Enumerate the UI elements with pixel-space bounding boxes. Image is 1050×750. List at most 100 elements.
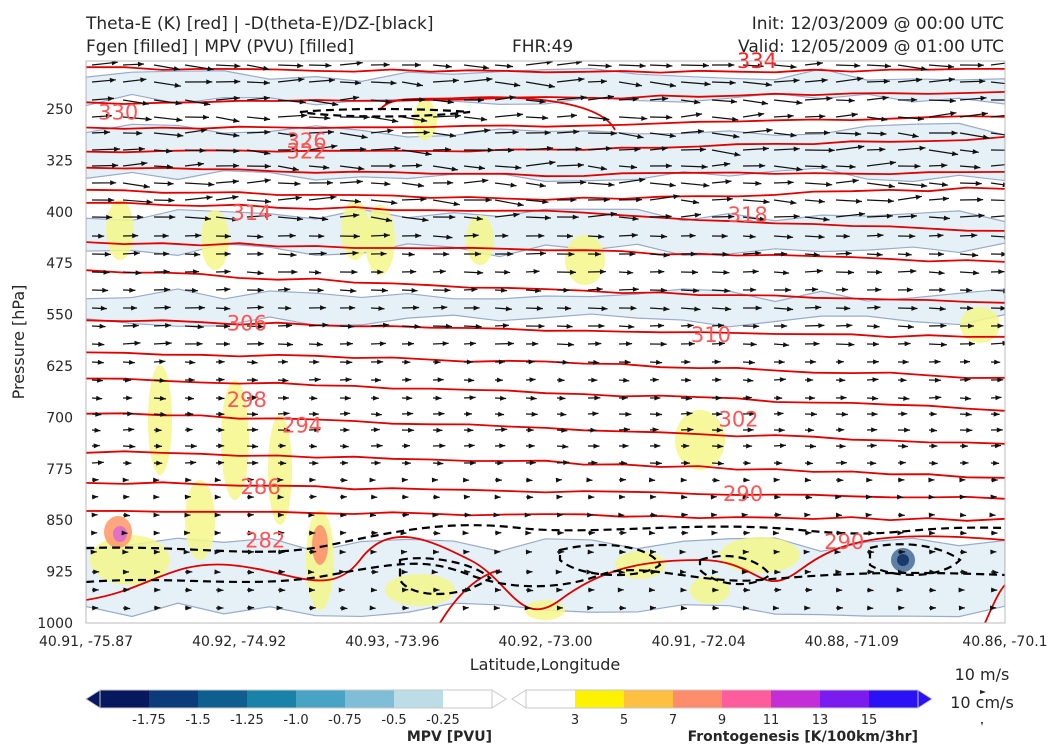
wind-vector-head: [786, 306, 794, 312]
wind-vector-head: [917, 116, 924, 122]
theta-e-contour: [379, 96, 616, 131]
vector-key-label-vertical: 10 cm/s: [950, 693, 1014, 712]
wind-vector-head: [466, 359, 473, 365]
wind-vector-head: [619, 494, 626, 500]
wind-vector-head: [485, 197, 492, 203]
wind-vector-head: [127, 411, 134, 417]
wind-vector-head: [930, 605, 936, 611]
wind-vector-head: [775, 512, 782, 518]
theta-e-contour: [86, 450, 1005, 479]
wind-vector-head: [790, 64, 797, 70]
wind-vector-head: [818, 198, 825, 204]
wind-vector-head: [415, 233, 422, 239]
wind-vector-head: [716, 411, 723, 417]
wind-vector-head: [605, 146, 612, 152]
wind-vector-head: [247, 512, 254, 518]
wind-vector-head: [654, 395, 661, 401]
wind-vector-head: [289, 233, 296, 239]
wind-vector-head: [651, 512, 658, 518]
wind-vector-head: [919, 145, 926, 151]
wind-vector-head: [717, 323, 725, 329]
wind-vector-head: [214, 512, 221, 518]
wind-vector-head: [977, 62, 984, 68]
wind-vector-head: [137, 61, 144, 67]
wind-vector-head: [873, 323, 880, 329]
wind-vector-head: [100, 305, 107, 311]
wind-vector-head: [749, 234, 756, 239]
wind-vector-head: [128, 359, 135, 365]
wind-vector-head: [159, 395, 166, 401]
fgen_colorbar-tick-label: 5: [620, 713, 628, 728]
wind-vector-head: [915, 194, 922, 200]
wind-vector-head: [134, 340, 141, 346]
wind-vector-head: [383, 62, 390, 68]
title-center-fhr: FHR:49: [512, 37, 574, 57]
wind-vector-head: [439, 443, 446, 449]
wind-vector-head: [580, 95, 587, 101]
wind-vector-head: [166, 164, 173, 170]
fgen_colorbar-color-segment: [869, 690, 919, 708]
wind-vector-head: [959, 494, 966, 500]
wind-vector-head: [214, 477, 221, 483]
wind-vector-head: [475, 251, 482, 257]
wind-vector-head: [97, 460, 104, 466]
wind-vector-head: [575, 61, 583, 65]
wind-vector-head: [442, 341, 449, 346]
wind-vector-head: [681, 512, 688, 518]
wind-vector-head: [563, 287, 570, 293]
wind-vector-head: [445, 147, 452, 153]
wind-vector-head: [978, 213, 985, 219]
wind-vector-head: [961, 569, 968, 575]
wind-vector-head: [174, 82, 181, 88]
wind-vector-head: [781, 323, 788, 329]
wind-vector-head: [218, 460, 225, 466]
wind-vector-head: [619, 605, 626, 611]
wind-vector-head: [507, 251, 514, 257]
wind-vector-head: [340, 494, 347, 500]
wind-vector-head: [904, 427, 911, 433]
wind-vector-head: [445, 63, 452, 69]
wind-vector-head: [567, 233, 573, 239]
wind-vector-head: [899, 549, 906, 555]
wind-vector-head: [774, 494, 781, 500]
wind-vector-head: [290, 132, 297, 138]
wind-vector-head: [839, 377, 846, 383]
wind-vector-head: [400, 530, 407, 536]
wind-vector-head: [639, 177, 646, 183]
theta-e-label: 290: [824, 530, 864, 554]
wind-vector-head: [247, 494, 254, 500]
wind-vector-head: [873, 359, 879, 365]
wind-vector-head: [110, 180, 117, 186]
wind-vector-head: [184, 512, 191, 518]
wind-vector-head: [103, 269, 110, 275]
wind-vector-head: [811, 411, 817, 417]
wind-vector-head: [573, 129, 580, 135]
wind-vector-head: [286, 341, 293, 347]
wind-vector-head: [482, 64, 490, 70]
wind-vector-head: [407, 411, 414, 417]
wind-vector-head: [404, 460, 411, 466]
mpv_colorbar-color-segment: [443, 690, 493, 708]
wind-vector-head: [603, 197, 610, 203]
wind-vector-head: [779, 377, 786, 383]
wind-vector-head: [972, 252, 979, 258]
wind-vector-head: [728, 62, 735, 68]
wind-vector-head: [1005, 81, 1011, 86]
wind-vector-head: [484, 128, 491, 134]
wind-vector-head: [848, 98, 855, 103]
wind-vector-head: [401, 569, 408, 575]
wind-vector-head: [682, 530, 689, 536]
wind-vector-head: [411, 288, 418, 293]
wind-vector-head: [391, 200, 398, 205]
wind-vector-head: [741, 512, 748, 518]
wind-vector-head: [939, 287, 946, 293]
wind-vector-head: [464, 569, 471, 575]
wind-vector-head: [377, 359, 384, 365]
wind-vector-head: [291, 147, 298, 153]
wind-vector-head: [197, 161, 204, 167]
wind-vector-head: [536, 305, 543, 311]
wind-vector-head: [99, 323, 106, 329]
wind-vector-head: [964, 395, 972, 401]
wind-vector-head: [630, 164, 637, 170]
x-tick-label: 40.91, -72.04: [652, 634, 746, 650]
